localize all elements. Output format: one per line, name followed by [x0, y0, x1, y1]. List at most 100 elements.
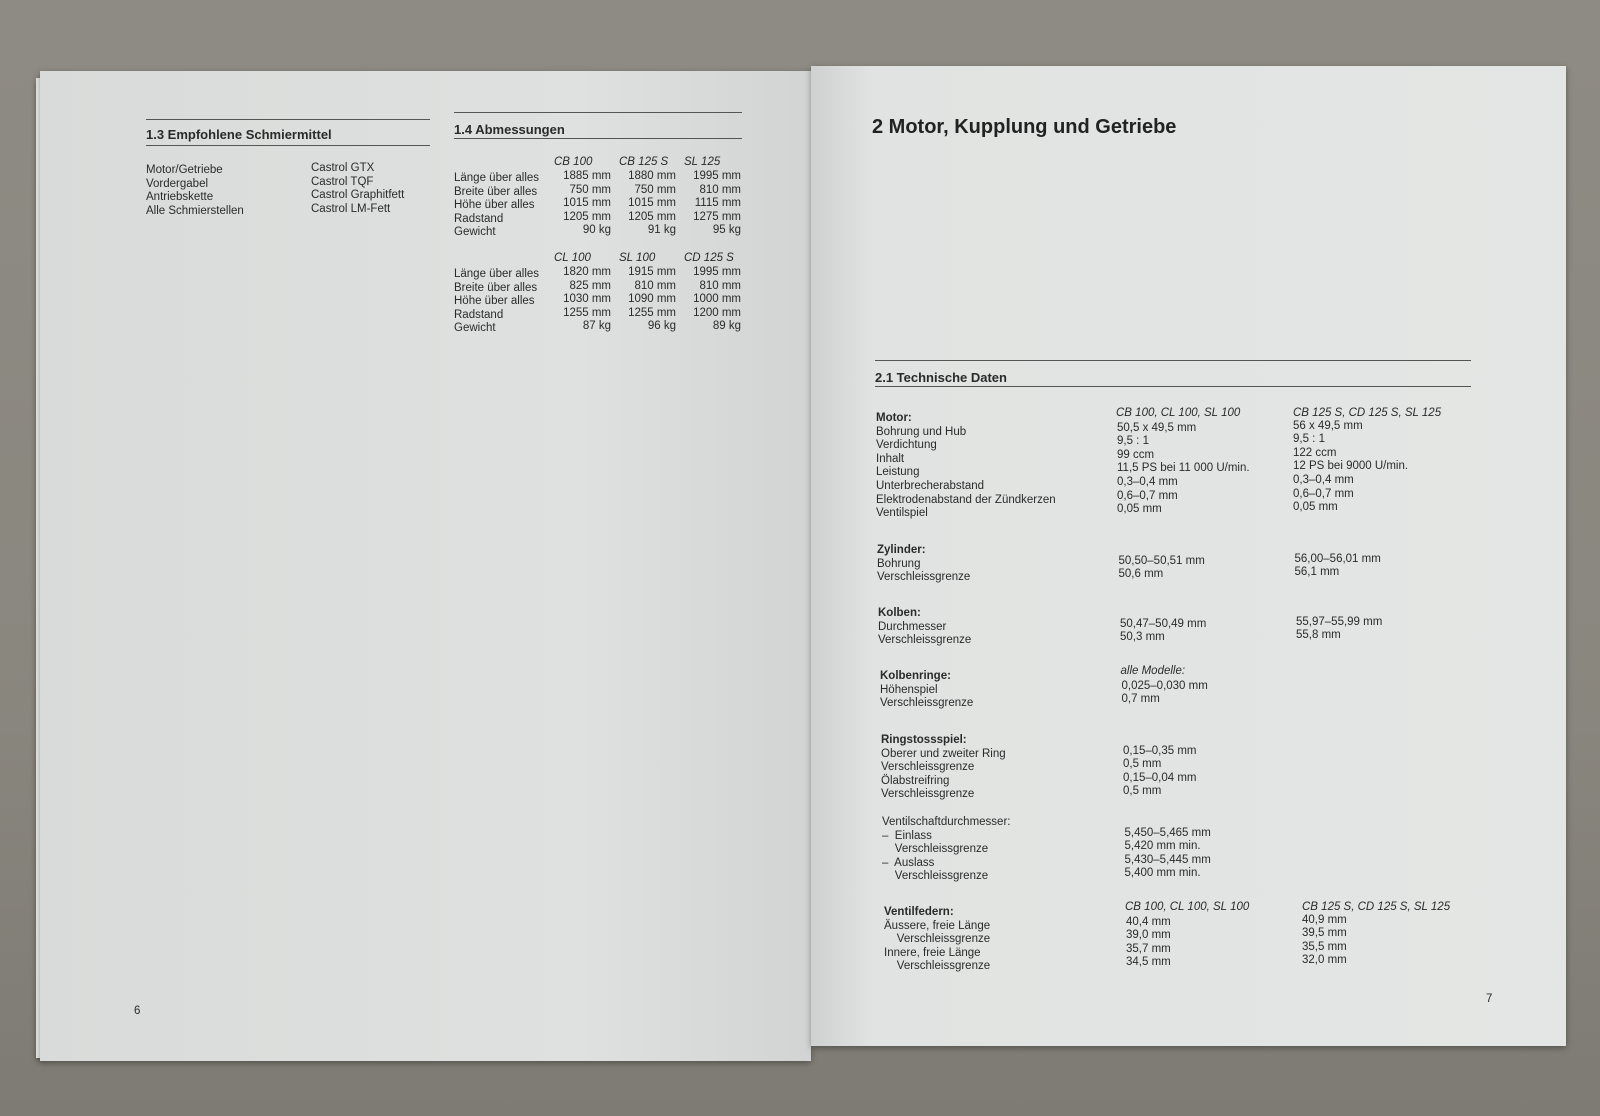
section-title: Motor:: [876, 412, 912, 424]
dimension-label: Gewicht: [454, 226, 496, 239]
spec-label: Elektrodenabstand der Zündkerzen: [876, 493, 1056, 506]
dimension-value: 1995 mm: [693, 266, 741, 278]
spec-value: 50,5 x 49,5 mm: [1117, 421, 1197, 434]
chapter-title: 2 Motor, Kupplung und Getriebe: [872, 116, 1177, 138]
right-page: [811, 66, 1566, 1046]
dimension-value: 810 mm: [699, 279, 741, 292]
left-page: [40, 71, 811, 1061]
spec-value: 5,420 mm min.: [1124, 840, 1201, 853]
dimension-value: 1200 mm: [693, 306, 741, 319]
spec-label: Verschleissgrenze: [882, 843, 989, 856]
dimension-value: 1820 mm: [563, 266, 611, 278]
spec-label: Verschleissgrenze: [878, 634, 972, 647]
spec-value: 5,430–5,445 mm: [1124, 853, 1211, 866]
dimension-value: 1885 mm: [563, 170, 611, 182]
spec-value: 39,0 mm: [1126, 929, 1171, 942]
spec-label: Verschleissgrenze: [880, 697, 974, 710]
spec-value: 56,1 mm: [1294, 566, 1340, 579]
model-header: CB 100: [554, 156, 593, 168]
dimension-value: 750 mm: [569, 183, 611, 196]
spec-value: 34,5 mm: [1126, 956, 1171, 969]
dimension-label: Gewicht: [454, 322, 496, 335]
model-group-header: CB 100, CL 100, SL 100: [1116, 407, 1241, 419]
model-header: CD 125 S: [684, 252, 734, 264]
divider: [146, 119, 430, 120]
spec-label: Verdichtung: [876, 439, 937, 452]
dimension-value: 1015 mm: [563, 197, 611, 210]
spec-label: Verschleissgrenze: [881, 761, 975, 774]
model-header: SL 125: [684, 156, 721, 168]
spec-value: 39,5 mm: [1302, 927, 1347, 940]
spec-label: Ventilspiel: [876, 507, 928, 520]
dimension-value: 825 mm: [569, 279, 611, 292]
dimension-label: Breite über alles: [454, 185, 538, 198]
dimension-value: 96 kg: [647, 320, 676, 333]
dimension-value: 95 kg: [712, 224, 741, 237]
dimension-value: 1000 mm: [693, 293, 741, 306]
spec-value: 12 PS bei 9000 U/min.: [1293, 460, 1409, 473]
spec-label: Verschleissgrenze: [884, 933, 991, 946]
lubricants-heading: 1.3 Empfohlene Schmiermittel: [146, 127, 332, 142]
model-group-header: alle Modelle:: [1120, 665, 1186, 677]
spec-label: Unterbrecherabstand: [876, 480, 985, 492]
spec-value: 50,3 mm: [1120, 631, 1165, 644]
dimension-value: 750 mm: [634, 183, 676, 196]
spec-value: 40,4 mm: [1126, 915, 1171, 928]
dimension-value: 89 kg: [712, 320, 741, 333]
model-group-header: CB 100, CL 100, SL 100: [1125, 901, 1250, 913]
spec-label: Durchmesser: [878, 620, 947, 633]
model-header: CB 125 S: [619, 156, 669, 168]
section-title: Ventilschaftdurchmesser:: [882, 816, 1011, 828]
spec-value: 11,5 PS bei 11 000 U/min.: [1117, 462, 1250, 475]
lubricant-part: Motor/Getriebe: [146, 164, 223, 176]
spec-label: Äussere, freie Länge: [884, 919, 991, 932]
spec-value: 40,9 mm: [1302, 913, 1347, 926]
section-title: Kolben:: [878, 607, 921, 619]
spec-label: Höhenspiel: [880, 683, 938, 696]
spec-value: 56,00–56,01 mm: [1294, 552, 1381, 565]
spec-value: 55,8 mm: [1296, 629, 1341, 642]
dimension-label: Höhe über alles: [454, 199, 535, 212]
spec-value: 5,400 mm min.: [1124, 867, 1201, 880]
spec-value: 0,05 mm: [1117, 503, 1162, 516]
lubricant-product: Castrol GTX: [311, 162, 375, 174]
dimension-value: 1275 mm: [693, 210, 741, 223]
section-heading: 2.1 Technische Daten: [875, 370, 1007, 385]
lubricant-part: Alle Schmierstellen: [146, 204, 244, 217]
section-title: Ringstossspiel:: [881, 734, 967, 746]
dimension-value: 1915 mm: [628, 266, 676, 278]
page-number: 6: [134, 1005, 141, 1017]
spec-label: Ölabstreifring: [881, 774, 950, 787]
spec-label: Oberer und zweiter Ring: [881, 747, 1006, 760]
divider: [454, 138, 742, 139]
model-header: CL 100: [554, 252, 591, 264]
dimension-label: Breite über alles: [454, 281, 538, 294]
divider: [454, 112, 742, 113]
spec-label: Inhalt: [876, 452, 905, 465]
model-header: SL 100: [619, 252, 656, 264]
spec-label: Innere, freie Länge: [884, 946, 981, 959]
spec-value: 0,5 mm: [1123, 758, 1162, 771]
spec-value: 0,6–0,7 mm: [1293, 487, 1354, 500]
dimension-value: 87 kg: [582, 320, 611, 333]
dimension-value: 1995 mm: [693, 170, 741, 182]
dimension-value: 90 kg: [582, 224, 611, 237]
spec-value: 55,97–55,99 mm: [1296, 615, 1383, 628]
dimension-value: 1015 mm: [628, 197, 676, 210]
spec-label: Verschleissgrenze: [877, 571, 971, 584]
divider: [875, 386, 1471, 387]
spec-label: Verschleissgrenze: [882, 870, 989, 883]
page-number: 7: [1486, 993, 1493, 1005]
divider: [146, 145, 430, 146]
spec-value: 50,50–50,51 mm: [1118, 554, 1205, 567]
lubricant-product: Castrol LM-Fett: [311, 202, 391, 215]
spec-value: 9,5 : 1: [1293, 433, 1325, 446]
dimension-value: 1205 mm: [628, 210, 676, 223]
spec-label: Bohrung und Hub: [876, 425, 967, 438]
spec-value: 9,5 : 1: [1117, 435, 1149, 448]
spec-label: – Einlass: [882, 829, 932, 842]
dimension-label: Höhe über alles: [454, 295, 535, 308]
dimension-label: Länge über alles: [454, 172, 540, 184]
dimension-value: 1115 mm: [694, 197, 741, 210]
lubricant-product: Castrol Graphitfett: [311, 189, 405, 202]
